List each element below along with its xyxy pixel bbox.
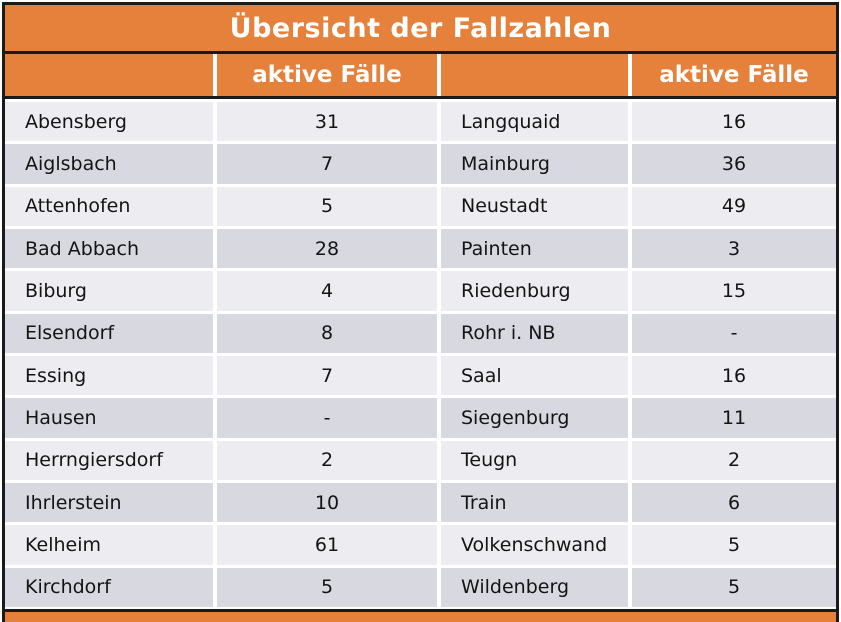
active-cases-cell: 15 [632,271,836,311]
table-row: Kelheim 61 Volkenschwand 5 [5,525,836,565]
active-cases-cell: 6 [632,482,836,523]
active-cases-cell: 5 [217,186,437,226]
municipality-name-cell: Kelheim [5,525,213,565]
active-cases-cell: 5 [217,567,437,607]
municipality-name-cell: Train [441,482,628,523]
active-cases-cell: - [632,313,836,353]
table-header-row: aktive Fälle aktive Fälle [5,54,836,96]
municipality-name-cell: Elsendorf [5,313,213,353]
horizontal-divider [5,51,836,54]
table-row: Herrngiersdorf 2 Teugn 2 [5,440,836,480]
municipality-name-cell: Ihrlerstein [5,482,213,523]
table-row: Elsendorf 8 Rohr i. NB - [5,313,836,353]
table-row: Attenhofen 5 Neustadt 49 [5,186,836,226]
active-cases-cell: 4 [217,271,437,311]
active-cases-cell: 2 [217,440,437,480]
municipality-name-cell: Siegenburg [441,398,628,438]
active-cases-cell: 7 [217,144,437,184]
table-row: Kirchdorf 5 Wildenberg 5 [5,567,836,607]
table-body: Abensberg 31 Langquaid 16 Aiglsbach 7 Ma… [5,99,836,609]
municipality-name-cell: Neustadt [441,186,628,226]
municipality-name-cell: Saal [441,355,628,396]
horizontal-divider [5,96,836,99]
table-row: Bad Abbach 28 Painten 3 [5,228,836,269]
municipality-name-cell: Biburg [5,271,213,311]
active-cases-cell: 2 [632,440,836,480]
column-header-aktive-faelle-right: aktive Fälle [632,54,836,96]
active-cases-cell: - [217,398,437,438]
active-cases-cell: 31 [217,102,437,142]
municipality-name-cell: Aiglsbach [5,144,213,184]
municipality-name-cell: Bad Abbach [5,228,213,269]
municipality-name-cell: Wildenberg [441,567,628,607]
municipality-name-cell: Attenhofen [5,186,213,226]
active-cases-cell: 49 [632,186,836,226]
active-cases-cell: 61 [217,525,437,565]
active-cases-cell: 7 [217,355,437,396]
municipality-name-cell: Painten [441,228,628,269]
active-cases-cell: 16 [632,102,836,142]
active-cases-cell: 5 [632,567,836,607]
active-cases-cell: 8 [217,313,437,353]
active-cases-cell: 11 [632,398,836,438]
active-cases-cell: 16 [632,355,836,396]
municipality-name-cell: Hausen [5,398,213,438]
column-separator [628,54,632,96]
active-cases-cell: 5 [632,525,836,565]
municipality-name-cell: Riedenburg [441,271,628,311]
column-separator [213,54,217,96]
active-cases-cell: 10 [217,482,437,523]
municipality-name-cell: Rohr i. NB [441,313,628,353]
column-separator [437,54,441,96]
table-row: Abensberg 31 Langquaid 16 [5,102,836,142]
municipality-name-cell: Herrngiersdorf [5,440,213,480]
municipality-name-cell: Volkenschwand [441,525,628,565]
table-row: Hausen - Siegenburg 11 [5,398,836,438]
table-title: Übersicht der Fallzahlen [5,5,836,51]
table-row: Ihrlerstein 10 Train 6 [5,482,836,523]
municipality-name-cell: Abensberg [5,102,213,142]
active-cases-cell: 28 [217,228,437,269]
table-row: Essing 7 Saal 16 [5,355,836,396]
horizontal-divider [5,609,836,612]
municipality-name-cell: Mainburg [441,144,628,184]
column-header-empty-left [5,54,213,96]
column-header-empty-right [441,54,628,96]
municipality-name-cell: Kirchdorf [5,567,213,607]
table-row: Aiglsbach 7 Mainburg 36 [5,144,836,184]
municipality-name-cell: Langquaid [441,102,628,142]
active-cases-cell: 3 [632,228,836,269]
column-header-aktive-faelle-left: aktive Fälle [217,54,437,96]
table-row: Biburg 4 Riedenburg 15 [5,271,836,311]
bottom-orange-strip [5,612,836,622]
municipality-name-cell: Teugn [441,440,628,480]
municipality-name-cell: Essing [5,355,213,396]
active-cases-cell: 36 [632,144,836,184]
